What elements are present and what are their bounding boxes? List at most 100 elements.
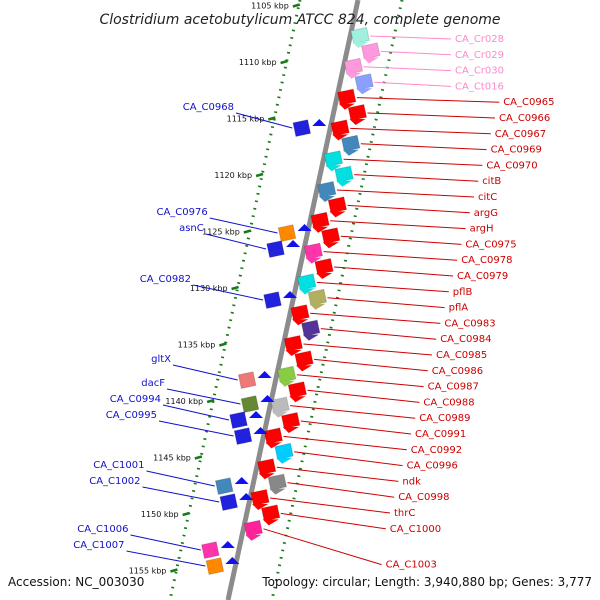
leader-line-forward (350, 127, 491, 135)
accession-label: Accession: NC_003030 (8, 575, 144, 589)
gene-block-forward (274, 442, 294, 460)
leader-line-forward (303, 343, 433, 356)
gene-block-reverse (277, 224, 297, 243)
gene-block-forward (300, 319, 321, 337)
leader-line-reverse (146, 470, 215, 487)
gene-label-forward: CA_Cr028 (455, 34, 504, 45)
leader-line-forward (374, 81, 452, 87)
gene-block-forward (294, 350, 314, 368)
gene-block-forward (260, 504, 281, 522)
gene-block-forward (287, 381, 308, 399)
gene-arrow-forward (322, 242, 339, 249)
gene-arrow-forward (278, 380, 295, 387)
gene-arrow-forward (265, 442, 282, 449)
gene-block-forward (354, 73, 374, 91)
gene-block-forward (280, 411, 301, 430)
gene-label-forward: CA_C0969 (491, 145, 542, 156)
features-layer (200, 26, 381, 576)
gene-arrow-forward (312, 226, 329, 233)
gene-label-forward: ndk (402, 476, 421, 487)
gene-label-reverse: CA_C1002 (89, 476, 140, 487)
gene-arrow-forward (356, 88, 373, 95)
gene-label-forward: argH (470, 224, 494, 235)
gene-block-reverse (240, 395, 260, 414)
gene-label-forward: CA_C0975 (465, 239, 516, 250)
gene-block-forward (270, 396, 290, 414)
leader-line-reverse (209, 217, 278, 234)
leader-line-forward (380, 50, 452, 56)
gene-label-forward: CA_Ct016 (455, 81, 504, 92)
gene-arrow-reverse (234, 477, 249, 484)
gene-label-forward: CA_C0989 (419, 413, 470, 424)
gene-arrow-forward (316, 273, 333, 279)
scale-tick (243, 229, 252, 234)
gene-label-reverse: CA_C1007 (73, 540, 124, 551)
leader-line-forward (330, 220, 466, 230)
gene-label-reverse: CA_C1006 (77, 524, 128, 535)
gene-arrow-reverse (220, 541, 235, 548)
leader-line-forward (370, 35, 452, 40)
gene-label-forward: CA_C0985 (436, 350, 487, 361)
scale-label: 1105 kbp (251, 2, 289, 11)
leader-line-reverse (142, 486, 220, 503)
gene-arrow-forward (298, 288, 315, 295)
gene-block-reverse (205, 557, 225, 576)
gene-block-forward (263, 427, 284, 445)
labels-layer: 1105 kbp 1110 kbp 1115 kbp 1120 kbp 1125 kbp… (73, 2, 554, 576)
gene-arrow-forward (258, 473, 275, 480)
leader-line-forward (354, 174, 479, 182)
leader-line-reverse (162, 404, 230, 421)
gene-arrow-forward (276, 457, 293, 464)
leader-line-forward (290, 405, 416, 419)
topology-label: Topology: circular; Length: 3,940,880 bp… (261, 575, 592, 589)
leader-line-reverse (130, 534, 201, 551)
leader-line-forward (336, 189, 475, 198)
gene-label-forward: CA_C1000 (390, 524, 441, 535)
gene-arrow-forward (262, 519, 279, 526)
leader-line-forward (356, 97, 500, 103)
gene-label-forward: citC (478, 192, 497, 203)
gene-block-forward (276, 365, 297, 383)
gene-label-reverse: CA_C0976 (156, 207, 207, 218)
scale-tick (231, 285, 239, 291)
gene-label-forward: CA_C0987 (428, 382, 479, 393)
leader-line-forward (307, 389, 420, 403)
leader-line-reverse (235, 112, 293, 129)
gene-arrow-reverse (249, 411, 263, 418)
gene-arrow-forward (342, 149, 359, 156)
leader-line-forward (343, 158, 483, 166)
leader-line-forward (296, 374, 424, 388)
scale-label: 1110 kbp (239, 58, 277, 67)
leader-line-reverse (205, 233, 267, 250)
gene-arrow-forward (296, 365, 313, 372)
gene-arrow-reverse (312, 119, 327, 126)
gene-label-reverse: CA_C0994 (110, 394, 161, 405)
gene-label-forward: CA_Cr029 (455, 50, 504, 61)
gene-label-forward: CA_C0984 (440, 334, 491, 345)
gene-arrow-forward (302, 334, 319, 341)
leader-line-reverse (126, 550, 206, 567)
gene-label-forward: CA_C0979 (457, 271, 508, 282)
leader-line-forward (263, 528, 382, 566)
leader-line-forward (287, 482, 395, 498)
gene-label-forward: pflB (453, 287, 473, 298)
gene-label-forward: CA_C0978 (461, 255, 512, 266)
gene-arrow-reverse (286, 240, 301, 247)
gene-arrow-forward (292, 319, 309, 326)
leader-line-forward (280, 512, 386, 530)
gene-label-forward: pflA (449, 303, 469, 314)
gene-label-forward: CA_C1003 (386, 560, 437, 571)
scale-label: 1115 kbp (227, 115, 265, 124)
leader-line-forward (310, 312, 441, 324)
gene-label-reverse: dacF (141, 378, 165, 389)
scale-tick (280, 59, 288, 65)
scale-tick (182, 511, 190, 517)
gene-label-forward: CA_C0998 (398, 492, 449, 503)
scale-tick (194, 455, 203, 460)
gene-label-forward: thrC (394, 508, 415, 519)
leader-line-forward (360, 143, 487, 151)
scale-label: 1145 kbp (153, 454, 191, 463)
gene-block-reverse (200, 541, 220, 560)
leader-line-forward (323, 251, 458, 261)
leader-line-forward (340, 235, 462, 245)
